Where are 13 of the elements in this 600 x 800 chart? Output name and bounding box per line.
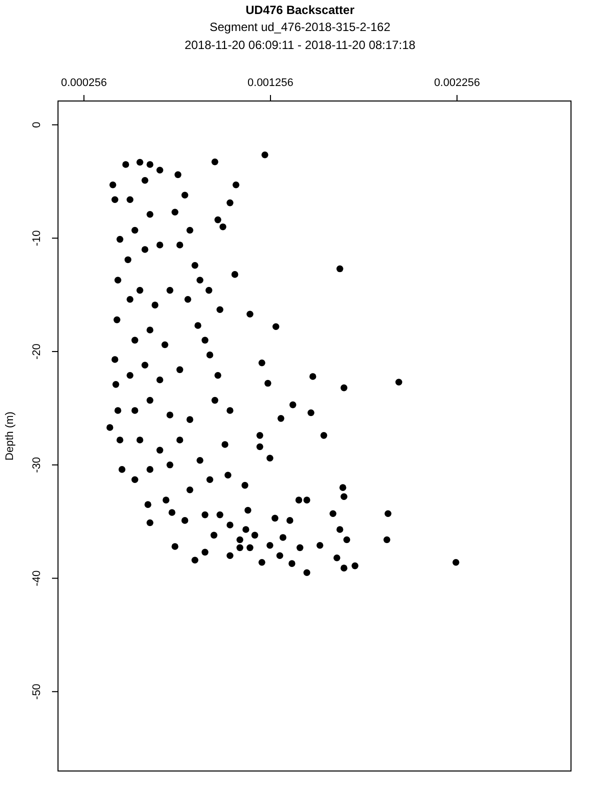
- y-axis-title: Depth (m): [4, 412, 16, 460]
- y-tick-label: -40: [31, 570, 43, 586]
- x-tick-label: 0.002256: [434, 77, 480, 89]
- x-tick-label: 0.000256: [60, 77, 107, 89]
- y-tick-label: 0: [31, 122, 43, 128]
- chart-subtitle: Segment ud_476-2018-315-2-162: [210, 20, 391, 34]
- chart-title: UD476 Backscatter: [246, 3, 355, 17]
- x-tick-label: 0.001256: [248, 77, 294, 89]
- text: 2018-11-20 06:09:11 - 2018-11-20 08:17:18: [184, 38, 416, 52]
- y-tick-label: -30: [31, 456, 43, 473]
- y-tick-label: -10: [31, 230, 43, 246]
- y-tick-label: -50: [31, 684, 43, 700]
- y-tick-label: -20: [31, 344, 43, 360]
